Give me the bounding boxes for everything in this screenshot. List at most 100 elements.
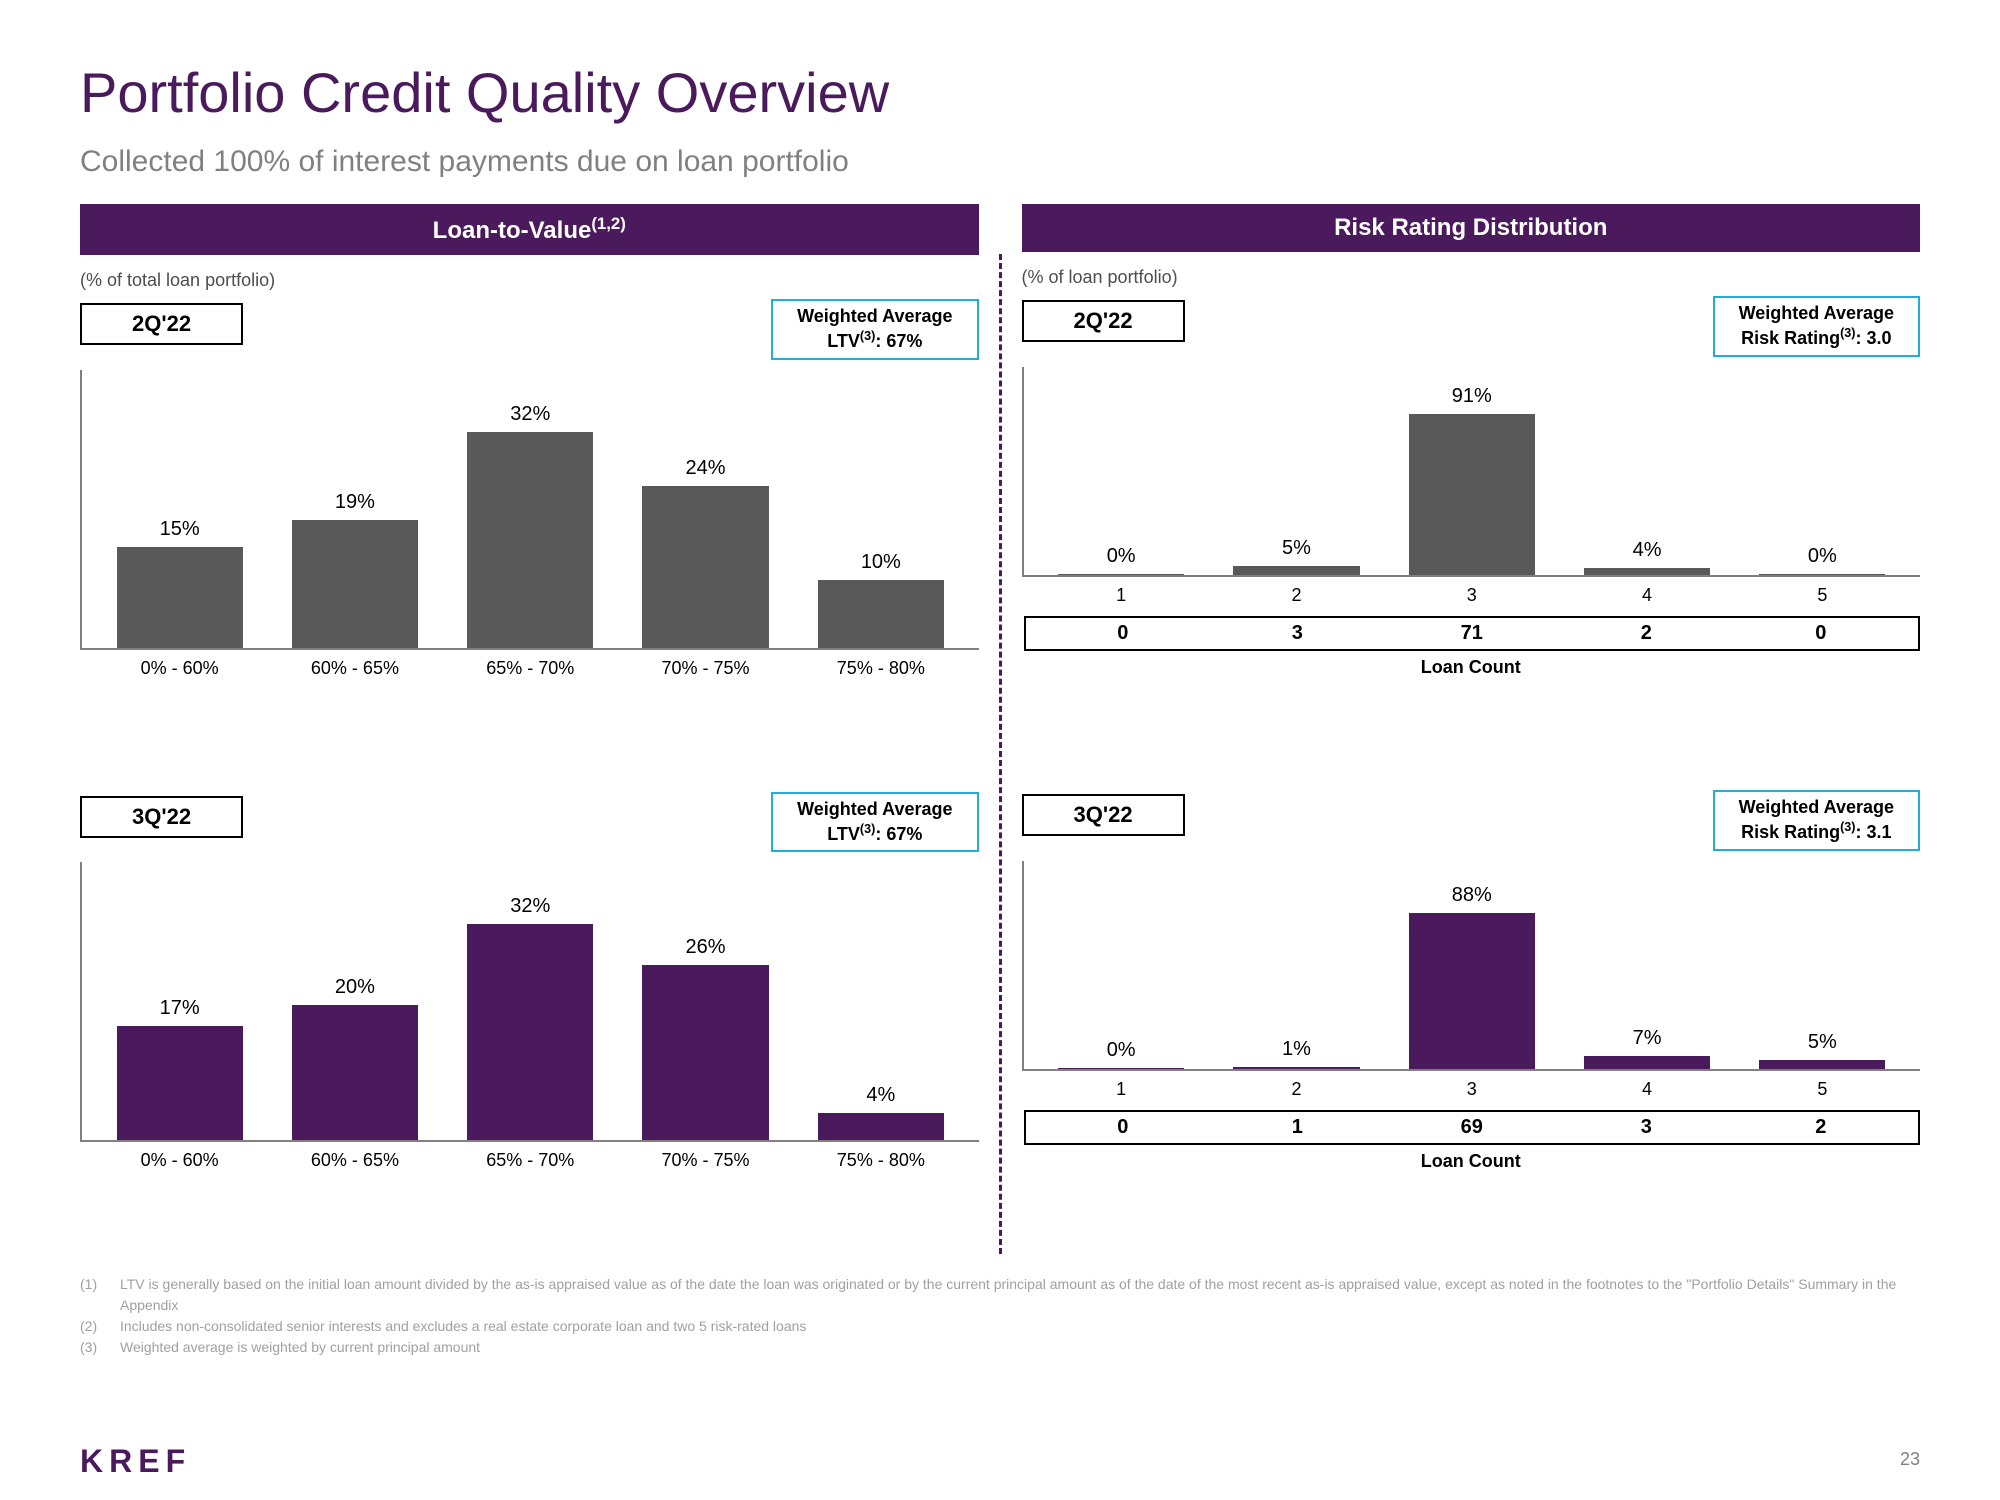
loan-count-cell: 0 bbox=[1036, 622, 1211, 645]
bar-value-label: 7% bbox=[1633, 1027, 1662, 1050]
quarter-box: 3Q'22 bbox=[1022, 794, 1185, 836]
ltv-chart-q3: 3Q'22 Weighted Average LTV(3): 67% 17% 20… bbox=[80, 792, 979, 1255]
bar: 0% bbox=[1034, 367, 1209, 575]
panels-container: Loan-to-Value(1,2) (% of total loan port… bbox=[80, 204, 1920, 1254]
x-axis-label: 75% - 80% bbox=[793, 658, 968, 679]
bar-value-label: 5% bbox=[1282, 537, 1311, 560]
bar-value-label: 0% bbox=[1107, 545, 1136, 568]
risk-chart-q3: 3Q'22 Weighted Average Risk Rating(3): 3… bbox=[1022, 790, 1921, 1254]
bar: 32% bbox=[443, 370, 618, 648]
loan-count-row: 016932 bbox=[1024, 1110, 1921, 1145]
bar: 5% bbox=[1735, 861, 1910, 1069]
bar-value-label: 91% bbox=[1452, 385, 1492, 408]
bar-value-label: 32% bbox=[510, 403, 550, 426]
bar: 4% bbox=[793, 862, 968, 1140]
bar-value-label: 24% bbox=[686, 457, 726, 480]
footnotes: (1)LTV is generally based on the initial… bbox=[80, 1274, 1920, 1358]
loan-count-cell: 71 bbox=[1385, 622, 1560, 645]
bar-value-label: 10% bbox=[861, 551, 901, 574]
bar: 26% bbox=[618, 862, 793, 1140]
bar-value-label: 0% bbox=[1107, 1039, 1136, 1062]
x-axis-label: 1 bbox=[1034, 585, 1209, 606]
bar: 32% bbox=[443, 862, 618, 1140]
weighted-avg-box: Weighted Average Risk Rating(3): 3.0 bbox=[1713, 296, 1920, 357]
x-axis-label: 0% - 60% bbox=[92, 658, 267, 679]
quarter-box: 2Q'22 bbox=[80, 303, 243, 345]
bar-value-label: 17% bbox=[160, 997, 200, 1020]
bar-value-label: 0% bbox=[1808, 545, 1837, 568]
bar-value-label: 20% bbox=[335, 976, 375, 999]
loan-count-cell: 3 bbox=[1559, 1116, 1734, 1139]
loan-count-label: Loan Count bbox=[1022, 1151, 1921, 1172]
ltv-section-header: Loan-to-Value(1,2) bbox=[80, 204, 979, 255]
loan-count-label: Loan Count bbox=[1022, 657, 1921, 678]
footnote-row: (1)LTV is generally based on the initial… bbox=[80, 1274, 1920, 1316]
bar: 15% bbox=[92, 370, 267, 648]
x-axis-label: 3 bbox=[1384, 1079, 1559, 1100]
footnote-row: (3)Weighted average is weighted by curre… bbox=[80, 1337, 1920, 1358]
x-axis-label: 5 bbox=[1735, 585, 1910, 606]
ltv-panel: Loan-to-Value(1,2) (% of total loan port… bbox=[80, 204, 979, 1254]
x-axis-label: 5 bbox=[1735, 1079, 1910, 1100]
x-axis-label: 0% - 60% bbox=[92, 1150, 267, 1171]
x-axis-label: 2 bbox=[1209, 1079, 1384, 1100]
loan-count-cell: 2 bbox=[1734, 1116, 1909, 1139]
x-axis-label: 65% - 70% bbox=[443, 1150, 618, 1171]
bar: 17% bbox=[92, 862, 267, 1140]
bar-value-label: 1% bbox=[1282, 1038, 1311, 1061]
x-axis-label: 65% - 70% bbox=[443, 658, 618, 679]
risk-panel: Risk Rating Distribution (% of loan port… bbox=[1022, 204, 1921, 1254]
bar-value-label: 15% bbox=[160, 518, 200, 541]
brand-logo: KREF bbox=[80, 1443, 191, 1480]
weighted-avg-box: Weighted Average Risk Rating(3): 3.1 bbox=[1713, 790, 1920, 851]
bar: 20% bbox=[267, 862, 442, 1140]
ltv-chart-q2: 2Q'22 Weighted Average LTV(3): 67% 15% 19… bbox=[80, 299, 979, 762]
loan-count-cell: 3 bbox=[1210, 622, 1385, 645]
weighted-avg-box: Weighted Average LTV(3): 67% bbox=[771, 792, 978, 853]
risk-portfolio-label: (% of loan portfolio) bbox=[1022, 267, 1921, 288]
loan-count-cell: 0 bbox=[1734, 622, 1909, 645]
bar-value-label: 4% bbox=[866, 1084, 895, 1107]
bar-value-label: 5% bbox=[1808, 1031, 1837, 1054]
bar: 0% bbox=[1034, 861, 1209, 1069]
loan-count-cell: 69 bbox=[1385, 1116, 1560, 1139]
bar: 88% bbox=[1384, 861, 1559, 1069]
page-subtitle: Collected 100% of interest payments due … bbox=[80, 145, 1920, 179]
bar-value-label: 19% bbox=[335, 491, 375, 514]
bar-value-label: 4% bbox=[1633, 539, 1662, 562]
x-axis-label: 4 bbox=[1559, 585, 1734, 606]
x-axis-label: 60% - 65% bbox=[267, 1150, 442, 1171]
bar: 7% bbox=[1559, 861, 1734, 1069]
bar: 4% bbox=[1559, 367, 1734, 575]
risk-chart-q2: 2Q'22 Weighted Average Risk Rating(3): 3… bbox=[1022, 296, 1921, 760]
bar: 5% bbox=[1209, 367, 1384, 575]
page-title: Portfolio Credit Quality Overview bbox=[80, 60, 1920, 125]
bar: 0% bbox=[1735, 367, 1910, 575]
vertical-divider bbox=[999, 254, 1002, 1254]
x-axis-label: 70% - 75% bbox=[618, 1150, 793, 1171]
x-axis-label: 70% - 75% bbox=[618, 658, 793, 679]
bar: 91% bbox=[1384, 367, 1559, 575]
quarter-box: 2Q'22 bbox=[1022, 300, 1185, 342]
loan-count-cell: 2 bbox=[1559, 622, 1734, 645]
loan-count-cell: 1 bbox=[1210, 1116, 1385, 1139]
bar: 10% bbox=[793, 370, 968, 648]
x-axis-label: 4 bbox=[1559, 1079, 1734, 1100]
risk-section-header: Risk Rating Distribution bbox=[1022, 204, 1921, 252]
bar-value-label: 26% bbox=[686, 936, 726, 959]
bar: 19% bbox=[267, 370, 442, 648]
footnote-row: (2)Includes non-consolidated senior inte… bbox=[80, 1316, 1920, 1337]
bar: 24% bbox=[618, 370, 793, 648]
x-axis-label: 3 bbox=[1384, 585, 1559, 606]
weighted-avg-box: Weighted Average LTV(3): 67% bbox=[771, 299, 978, 360]
quarter-box: 3Q'22 bbox=[80, 796, 243, 838]
x-axis-label: 2 bbox=[1209, 585, 1384, 606]
loan-count-row: 037120 bbox=[1024, 616, 1921, 651]
ltv-portfolio-label: (% of total loan portfolio) bbox=[80, 270, 979, 291]
x-axis-label: 1 bbox=[1034, 1079, 1209, 1100]
bar-value-label: 88% bbox=[1452, 884, 1492, 907]
x-axis-label: 75% - 80% bbox=[793, 1150, 968, 1171]
bar-value-label: 32% bbox=[510, 895, 550, 918]
page-number: 23 bbox=[1900, 1449, 1920, 1470]
bar: 1% bbox=[1209, 861, 1384, 1069]
